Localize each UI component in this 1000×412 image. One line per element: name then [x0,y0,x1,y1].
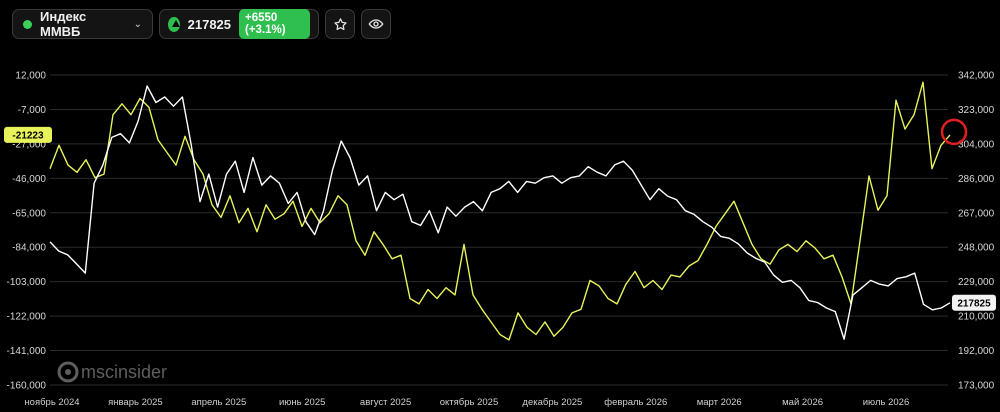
current-left-badge [4,126,52,143]
x-tick-label: февраль 2026 [604,397,667,408]
x-tick-label: ноябрь 2024 [24,397,79,408]
highlight-marker [940,118,968,146]
chevron-down-icon: ⌄ [133,18,142,30]
y-right-tick-label: 304,000 [958,139,995,150]
current-left-label: -21223 [12,130,44,141]
y-right-tick-label: 248,000 [958,243,995,254]
x-tick-label: октябрь 2025 [440,397,499,408]
status-dot-icon [23,19,32,29]
y-left-tick-label: 12,000 [15,71,46,82]
current-price: 217825 [187,16,232,32]
eye-icon [368,19,384,29]
star-icon [333,17,347,30]
msc-logo-icon [57,361,79,383]
watermark-text: mscinsider [81,362,167,382]
y-right-tick-label: 192,000 [958,346,995,357]
y-left-tick-label: -103,000 [7,277,47,288]
price-box: 217825 +6550 (+3.1%) [159,9,319,39]
x-tick-label: июль 2026 [863,397,910,408]
x-tick-label: декабрь 2025 [522,397,582,408]
x-tick-label: январь 2025 [108,397,163,408]
arrow-up-icon [168,16,180,32]
x-tick-label: март 2026 [697,397,742,408]
favorite-button[interactable] [325,9,355,39]
x-tick-label: август 2025 [360,397,411,408]
ticker-name: Индекс ММВБ [40,9,87,39]
y-left-tick-label: -84,000 [12,243,46,254]
y-left-tick-label: -160,000 [7,381,47,392]
y-right-tick-label: 286,000 [958,174,995,185]
y-right-tick-label: 229,000 [958,277,995,288]
current-right-badge [952,294,996,311]
x-tick-label: июнь 2025 [279,397,325,408]
y-left-tick-label: -46,000 [12,174,46,185]
y-right-tick-label: 173,000 [958,381,995,392]
y-right-tick-label: 342,000 [958,71,995,82]
series-line-left [49,81,951,341]
x-tick-label: апрель 2025 [191,397,246,408]
y-right-tick-label: 210,000 [958,312,995,323]
series-line-right [49,85,951,340]
y-left-tick-label: -65,000 [12,208,46,219]
change-badge: +6550 (+3.1%) [239,9,310,39]
y-left-tick-label: -27,000 [12,139,46,150]
y-left-tick-label: -141,000 [7,346,47,357]
toolbar: Индекс ММВБ ⌄ 217825 +6550 (+3.1%) [12,8,391,40]
y-left-tick-label: -122,000 [7,312,47,323]
visibility-button[interactable] [361,9,391,39]
y-left-tick-label: -7,000 [18,105,47,116]
x-tick-label: май 2026 [782,397,823,408]
ticker-selector[interactable]: Индекс ММВБ ⌄ [12,9,153,39]
current-right-label: 217825 [957,298,991,309]
y-right-tick-label: 267,000 [958,208,995,219]
y-right-tick-label: 323,000 [958,105,995,116]
